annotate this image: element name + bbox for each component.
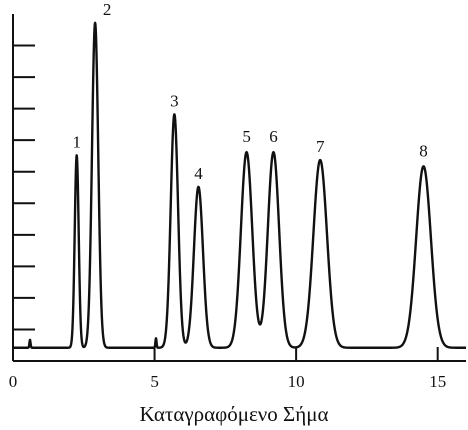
x-tick-label: 10: [288, 372, 305, 391]
peak-label-2: 2: [103, 0, 112, 19]
peak-label-8: 8: [419, 141, 428, 160]
axes: [12, 14, 466, 362]
x-tick-label: 0: [9, 372, 18, 391]
peak-label-4: 4: [194, 164, 203, 183]
x-tick-label: 15: [429, 372, 446, 391]
x-tick-label-group: 0 5 10 15: [9, 372, 446, 391]
peak-label-7: 7: [316, 137, 325, 156]
signal-trace: [12, 21, 467, 349]
x-tick-label: 5: [150, 372, 159, 391]
tick-group: [12, 44, 439, 361]
peak-label-3: 3: [170, 91, 179, 110]
peak-label-6: 6: [269, 127, 278, 146]
peak-label-group: 1 2 3 4 5 6 7 8: [72, 0, 427, 183]
peak-label-5: 5: [242, 127, 251, 146]
peak-label-1: 1: [72, 132, 81, 151]
x-axis-title: Καταγραφόμενο Σήμα: [140, 402, 329, 426]
